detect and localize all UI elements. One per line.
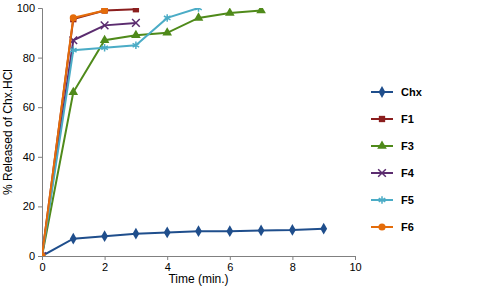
tick-label: 6: [227, 261, 233, 273]
tick-label: 20: [23, 200, 35, 212]
series-line: [42, 10, 261, 256]
data-point: [132, 19, 140, 27]
y-axis: 0 20 40 60 80 100: [17, 2, 43, 262]
tick-mark: [292, 256, 293, 260]
data-point: [101, 8, 107, 14]
data-point: [258, 225, 265, 237]
series-line: [42, 10, 105, 256]
legend-marker: [379, 86, 386, 98]
legend-marker: [377, 140, 387, 148]
tick: 6: [227, 256, 233, 273]
chart: 0246810020406080100Time (min.)% Released…: [0, 0, 500, 287]
tick-mark: [105, 256, 106, 260]
data-point: [195, 8, 202, 12]
tick: 10: [349, 256, 361, 273]
data-point: [42, 252, 45, 256]
x-axis-title: Time (min.): [168, 272, 228, 286]
tick: 100: [17, 2, 42, 14]
data-point: [70, 14, 77, 21]
axis-line: [38, 9, 43, 257]
series-line: [42, 229, 324, 256]
data-point: [42, 252, 46, 256]
data-point: [101, 8, 108, 14]
axis-line: [43, 257, 356, 261]
legend-item: F3: [371, 140, 414, 152]
tick-label: 100: [17, 2, 35, 14]
x-axis: 0 2 4 6 8 10: [39, 256, 361, 273]
legend-item: Chx: [371, 86, 423, 98]
legend-label: Chx: [401, 86, 423, 98]
legend-marker: [378, 223, 385, 230]
legend-item: F1: [371, 113, 414, 125]
tick: 2: [102, 256, 108, 273]
data-point: [42, 252, 46, 256]
series-line: [42, 23, 136, 256]
tick-label: 10: [349, 261, 361, 273]
data-point: [162, 27, 172, 35]
tick-mark: [355, 256, 356, 260]
legend-label: F6: [401, 221, 414, 233]
legend-label: F5: [401, 194, 414, 206]
data-point: [133, 8, 139, 12]
data-point: [289, 224, 296, 236]
data-point: [164, 14, 171, 22]
tick: 40: [23, 151, 42, 163]
data-point: [101, 44, 108, 52]
tick-mark: [38, 58, 42, 59]
data-point: [101, 230, 108, 242]
data-point: [225, 8, 235, 16]
data-point: [70, 233, 77, 245]
tick-label: 80: [23, 52, 35, 64]
data-point: [133, 228, 140, 240]
tick: 20: [23, 200, 42, 212]
tick-mark: [38, 8, 42, 9]
tick-mark: [38, 107, 42, 108]
legend-item: F6: [371, 221, 414, 233]
legend-marker: [379, 116, 385, 122]
data-point: [320, 223, 327, 235]
tick-mark: [38, 206, 42, 207]
tick: 8: [290, 256, 296, 273]
data-point: [70, 46, 77, 54]
tick-label: 60: [23, 101, 35, 113]
data-point: [68, 87, 78, 95]
data-point: [164, 227, 171, 239]
tick-label: 8: [290, 261, 296, 273]
data-point: [133, 41, 140, 49]
tick-mark: [38, 157, 42, 158]
tick-mark: [230, 256, 231, 260]
tick: 4: [165, 256, 171, 273]
tick-label: 40: [23, 151, 35, 163]
legend-label: F4: [401, 167, 415, 179]
tick-label: 0: [29, 250, 35, 262]
data-point: [100, 35, 110, 43]
tick: 0: [39, 256, 45, 273]
tick-mark: [167, 256, 168, 260]
y-axis-title: % Released of Chx.HCl: [1, 69, 15, 195]
legend-item: F4: [371, 167, 415, 179]
plot-area: 0246810020406080100: [17, 2, 362, 273]
tick-label: 0: [39, 261, 45, 273]
data-point: [226, 225, 233, 237]
series-layer: [42, 8, 327, 256]
legend: Chx F1 F3 F4 F5 F6: [371, 86, 423, 233]
tick: 0: [29, 250, 42, 262]
data-point: [256, 8, 266, 13]
legend-marker: [379, 196, 386, 204]
series-line: [42, 8, 199, 256]
tick-mark: [38, 256, 42, 257]
legend-label: F1: [401, 113, 414, 125]
data-point: [101, 22, 109, 30]
tick: 60: [23, 101, 42, 113]
legend-item: F5: [371, 194, 414, 206]
tick-label: 2: [102, 261, 108, 273]
data-point: [42, 253, 45, 256]
tick: 80: [23, 52, 42, 64]
legend-label: F3: [401, 140, 414, 152]
data-point: [194, 12, 204, 20]
data-point: [131, 30, 141, 38]
data-point: [195, 225, 202, 237]
legend-marker: [378, 169, 386, 177]
tick-label: 4: [165, 261, 171, 273]
